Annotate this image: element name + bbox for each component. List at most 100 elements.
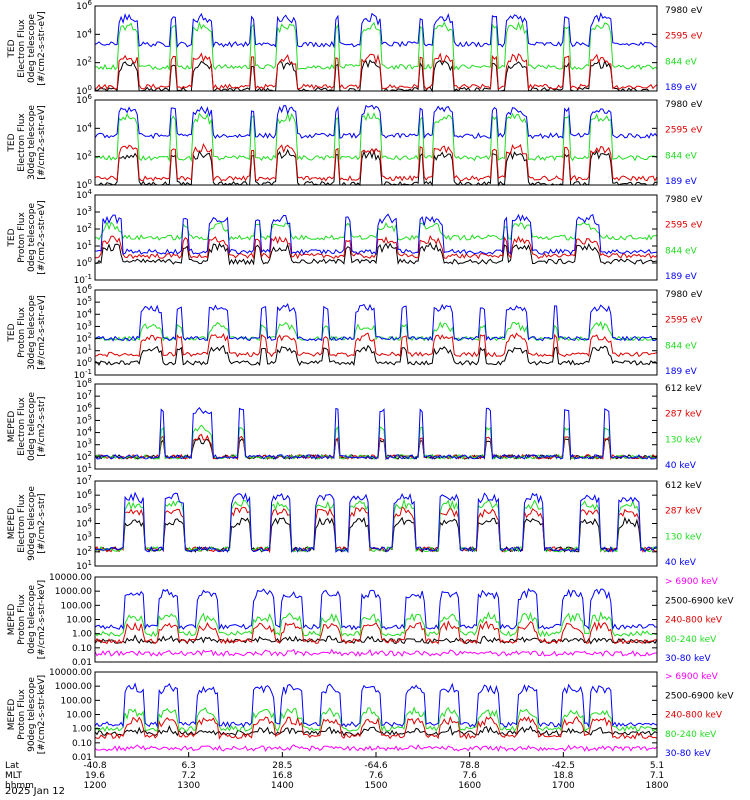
series-2500-6900-kev [94, 724, 658, 737]
y-axis-label: [#/cm2-s-str-eV] [37, 200, 47, 275]
y-axis-label: [#/cm2-s-str-keV] [37, 675, 47, 754]
legend-entry: 30-80 keV [665, 749, 711, 759]
x-tick-label: 5.1 [650, 761, 664, 771]
legend-entry: 844 eV [665, 341, 698, 351]
series-189-ev [94, 302, 658, 342]
y-tick-label: 1000.00 [55, 587, 92, 597]
series-7980-ev [94, 344, 658, 367]
legend-entry: 189 eV [665, 272, 698, 282]
series-40-kev [94, 491, 658, 554]
series-7980-ev [95, 148, 658, 187]
series-line [94, 104, 658, 140]
series-130-kev [94, 498, 658, 553]
series-line [94, 744, 658, 753]
y-tick-label: 105 [76, 413, 92, 426]
x-tick-label: -42.5 [552, 761, 575, 771]
x-tick-label: 1400 [271, 781, 294, 791]
legend-entry: 40 keV [665, 461, 697, 471]
y-axis-label: Proton Flux [17, 689, 27, 740]
y-tick-label: 0.01 [72, 753, 92, 763]
y-tick-label: 100 [76, 256, 92, 269]
legend-entry: > 6900 keV [665, 672, 719, 682]
y-tick-label: 103 [76, 319, 92, 332]
x-tick-label: 78.8 [460, 761, 480, 771]
series-line [94, 111, 658, 163]
y-tick-label: 100 [76, 356, 92, 369]
y-tick-label: 1.00 [72, 725, 92, 735]
y-axis-label: Proton Flux [17, 594, 27, 645]
series-line [94, 491, 658, 554]
y-tick-label: 103 [76, 205, 92, 218]
legend-entry: 844 eV [665, 246, 698, 256]
legend-entry: 2500-6900 keV [665, 596, 734, 606]
series-line [94, 682, 658, 729]
series-240-800-kev [94, 715, 658, 740]
series-189-ev [94, 104, 658, 140]
y-tick-label: 0.10 [72, 644, 92, 654]
series-line [94, 52, 658, 91]
x-tick-label: 28.5 [272, 761, 292, 771]
y-axis-label: MEPED [7, 699, 17, 731]
y-tick-label: 101 [76, 559, 92, 572]
y-axis-label: [#/cm2-s-str-eV] [37, 105, 47, 180]
y-tick-label: 102 [76, 56, 92, 69]
y-tick-label: 106 [76, 0, 92, 12]
series-line [94, 648, 657, 657]
series-80-240-kev [94, 610, 657, 638]
legend-entry: 7980 eV [665, 290, 703, 300]
y-axis-label: Electron Flux [17, 113, 27, 172]
legend-entry: 130 keV [665, 435, 702, 445]
x-tick-label: 7.1 [650, 771, 664, 781]
y-axis-label: Electron Flux [17, 19, 27, 78]
y-tick-label: 0.10 [72, 739, 92, 749]
x-tick-label: 7.6 [369, 771, 384, 781]
series-line [94, 241, 658, 266]
series-line [94, 213, 658, 256]
y-tick-label: 100.00 [61, 601, 93, 611]
series-line [94, 344, 658, 367]
series--6900-kev [94, 648, 657, 657]
y-tick-label: 0.01 [72, 658, 92, 668]
y-tick-label: 1000.00 [55, 682, 92, 692]
series-line [94, 21, 658, 72]
series-line [94, 11, 658, 49]
y-axis-label: MEPED [7, 411, 17, 443]
y-axis-label: 0deg telescope [27, 585, 37, 655]
y-axis-label: 30deg telescope [27, 295, 37, 370]
y-tick-label: 101 [76, 239, 92, 252]
legend-entry: 189 eV [665, 177, 698, 187]
x-tick-label: 1200 [84, 781, 107, 791]
y-axis-label: 0deg telescope [27, 203, 37, 273]
y-tick-label: 102 [76, 150, 92, 163]
series-line [94, 332, 658, 358]
legend-entry: 189 eV [665, 367, 698, 377]
y-tick-label: 10.00 [66, 711, 92, 721]
x-tick-label: 1800 [646, 781, 669, 791]
legend-entry: > 6900 keV [665, 577, 719, 587]
y-tick-label: 107 [76, 474, 92, 487]
y-tick-label: 104 [76, 517, 92, 530]
series--6900-kev [94, 744, 658, 753]
series-line [94, 506, 658, 554]
panel-frame [94, 5, 658, 92]
y-tick-label: 104 [76, 307, 92, 320]
x-tick-label: 1500 [365, 781, 388, 791]
y-tick-label: 104 [76, 27, 92, 40]
y-tick-label: 10.00 [66, 616, 92, 626]
series-844-ev [94, 21, 658, 72]
x-axis: Lat -40.8 6.3 28.5 -64.6 78.8 -42.5 5.1 MLT 19.6 7… [5, 752, 669, 791]
legend-entry: 2595 eV [665, 32, 703, 42]
x-tick-label: 7.2 [182, 771, 196, 781]
panel-frame [94, 480, 658, 567]
y-axis-label: 0deg telescope [27, 14, 37, 84]
y-axis-label: 90deg telescope [27, 486, 37, 561]
y-axis-label: Proton Flux [17, 307, 27, 358]
series-line [94, 407, 658, 461]
series-line [94, 706, 658, 733]
legend-entry: 612 keV [665, 384, 702, 394]
legend-entry: 40 keV [665, 558, 697, 568]
